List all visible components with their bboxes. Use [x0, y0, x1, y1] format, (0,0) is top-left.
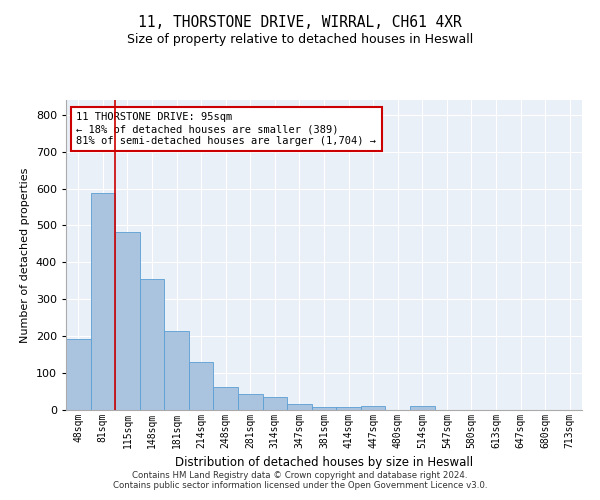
Bar — [263, 398, 287, 410]
Bar — [189, 362, 214, 410]
X-axis label: Distribution of detached houses by size in Heswall: Distribution of detached houses by size … — [175, 456, 473, 469]
Text: 11 THORSTONE DRIVE: 95sqm
← 18% of detached houses are smaller (389)
81% of semi: 11 THORSTONE DRIVE: 95sqm ← 18% of detac… — [76, 112, 376, 146]
Bar — [164, 330, 189, 410]
Bar — [91, 193, 115, 410]
Bar — [287, 404, 312, 410]
Text: 11, THORSTONE DRIVE, WIRRAL, CH61 4XR: 11, THORSTONE DRIVE, WIRRAL, CH61 4XR — [138, 15, 462, 30]
Bar — [238, 394, 263, 410]
Bar — [361, 406, 385, 410]
Bar — [140, 280, 164, 410]
Bar — [115, 232, 140, 410]
Bar — [410, 406, 434, 410]
Bar — [66, 339, 91, 410]
Y-axis label: Number of detached properties: Number of detached properties — [20, 168, 30, 342]
Bar — [312, 406, 336, 410]
Text: Size of property relative to detached houses in Heswall: Size of property relative to detached ho… — [127, 32, 473, 46]
Bar — [214, 387, 238, 410]
Text: Contains HM Land Registry data © Crown copyright and database right 2024.
Contai: Contains HM Land Registry data © Crown c… — [113, 470, 487, 490]
Bar — [336, 406, 361, 410]
